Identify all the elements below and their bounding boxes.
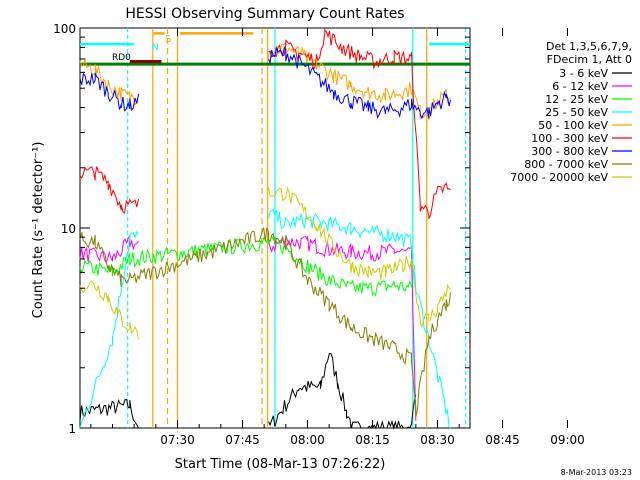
x-tick-label-1: 07:45 xyxy=(225,433,260,447)
x-tick-label-0: 07:30 xyxy=(160,433,195,447)
series-line-3 xyxy=(79,208,451,429)
overlay-markers xyxy=(80,28,470,428)
y-axis-label: Count Rate (s⁻¹ detector⁻¹) xyxy=(31,142,46,319)
legend-label-4: 50 - 100 keV xyxy=(538,119,608,132)
legend: Det 1,3,5,6,7,9, FDecim 1, Att 0 3 - 6 k… xyxy=(510,40,632,184)
legend-header-1: Det 1,3,5,6,7,9, xyxy=(546,40,632,53)
series-line-0 xyxy=(79,352,417,430)
x-tick-label-4: 08:30 xyxy=(420,433,455,447)
series-layer xyxy=(79,28,451,430)
series-line-6 xyxy=(79,46,451,120)
series-line-5 xyxy=(79,28,451,220)
x-tick-label-3: 08:15 xyxy=(355,433,390,447)
x-tick-label-5: 08:45 xyxy=(485,433,520,447)
x-tick-label-6: 09:00 xyxy=(550,433,585,447)
y-tick-label-2: 100 xyxy=(53,22,76,36)
footer-date: 8-Mar-2013 03:23 xyxy=(561,468,632,477)
legend-label-1: 6 - 12 keV xyxy=(552,80,608,93)
annotation-s: S xyxy=(165,34,171,45)
annotation-rd0: RD0 xyxy=(112,53,131,63)
x-tick-label-2: 08:00 xyxy=(290,433,325,447)
axes-layer: 07:30 07:45 08:00 08:15 08:30 08:45 09:00 1 10 10… xyxy=(53,22,585,447)
series-line-7 xyxy=(79,227,451,418)
legend-label-2: 12 - 25 keV xyxy=(545,93,608,106)
x-axis-label: Start Time (08-Mar-13 07:26:22) xyxy=(175,457,386,472)
series-line-8 xyxy=(79,186,451,340)
annotation-n: N xyxy=(152,43,159,53)
series-line-4 xyxy=(79,41,451,120)
legend-label-6: 300 - 800 keV xyxy=(531,145,608,158)
y-tick-label-1: 10 xyxy=(61,222,76,236)
series-line-2 xyxy=(79,234,412,297)
legend-label-7: 800 - 7000 keV xyxy=(524,158,608,171)
y-tick-label-0: 1 xyxy=(68,422,76,436)
legend-label-3: 25 - 50 keV xyxy=(545,106,608,119)
legend-label-0: 3 - 6 keV xyxy=(559,67,608,80)
legend-header-2: FDecim 1, Att 0 xyxy=(547,53,632,66)
chart-title: HESSI Observing Summary Count Rates xyxy=(125,6,404,22)
legend-label-8: 7000 - 20000 keV xyxy=(510,171,608,184)
legend-label-5: 100 - 300 keV xyxy=(531,132,608,145)
